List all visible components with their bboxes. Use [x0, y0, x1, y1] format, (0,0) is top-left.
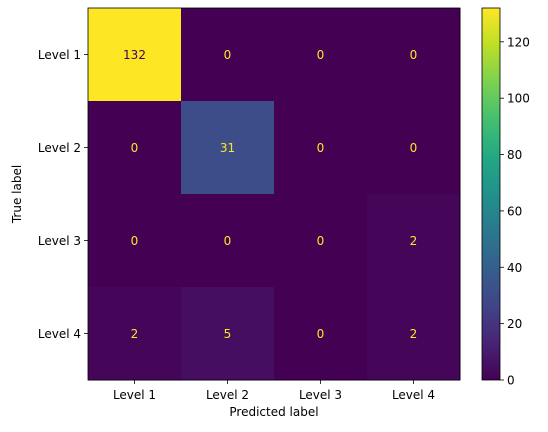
heatmap-cell: [181, 8, 275, 102]
x-tick-label: Level 1: [113, 388, 156, 402]
y-tick-label: Level 4: [38, 327, 81, 341]
cell-value-label: 0: [317, 48, 325, 62]
heatmap-cell: [181, 101, 275, 195]
colorbar-tick-label: 20: [507, 317, 522, 331]
colorbar-tick-label: 120: [507, 35, 530, 49]
x-axis-label: Predicted label: [229, 405, 318, 419]
heatmap-cell: [367, 8, 461, 102]
cell-value-label: 0: [224, 48, 232, 62]
heatmap-cell: [274, 8, 368, 102]
heatmap-cell: [88, 8, 182, 102]
cell-value-label: 0: [317, 141, 325, 155]
cell-value-label: 0: [131, 141, 139, 155]
heatmap-cell: [88, 101, 182, 195]
colorbar-tick-label: 60: [507, 204, 522, 218]
heatmap-cell: [88, 194, 182, 288]
cell-value-labels: 132 0 0 0 0 31 0 0 0 0 0 2 2 5 0 2: [123, 48, 417, 341]
heatmap-cell: [181, 194, 275, 288]
cell-value-label: 0: [317, 327, 325, 341]
x-axis-ticks: Level 1 Level 2 Level 3 Level 4: [113, 380, 435, 402]
y-tick-label: Level 1: [38, 48, 81, 62]
cell-value-label: 132: [123, 48, 146, 62]
cell-value-label: 0: [410, 48, 418, 62]
y-axis-label: True label: [10, 165, 24, 224]
cell-value-label: 5: [224, 327, 232, 341]
y-axis-ticks: Level 1 Level 2 Level 3 Level 4: [38, 48, 88, 341]
cell-value-label: 0: [224, 234, 232, 248]
cell-value-label: 2: [410, 327, 418, 341]
heatmap-cell: [367, 194, 461, 288]
cell-value-label: 2: [131, 327, 139, 341]
cell-value-label: 0: [410, 141, 418, 155]
heatmap-cell: [88, 287, 182, 381]
colorbar-tick-label: 80: [507, 148, 522, 162]
x-tick-label: Level 2: [206, 388, 249, 402]
x-tick-label: Level 4: [392, 388, 435, 402]
colorbar-tick-label: 100: [507, 92, 530, 106]
heatmap-cell: [181, 287, 275, 381]
heatmap-cell: [367, 287, 461, 381]
y-tick-label: Level 2: [38, 141, 81, 155]
cell-value-label: 0: [317, 234, 325, 248]
y-tick-label: Level 3: [38, 234, 81, 248]
plot-frame: [87, 7, 461, 381]
cell-value-label: 2: [410, 234, 418, 248]
colorbar-tick-label: 40: [507, 261, 522, 275]
heatmap-cell: [274, 101, 368, 195]
cell-value-label: 31: [220, 141, 235, 155]
heatmap-cells: [88, 8, 461, 381]
colorbar-ticks: 0 20 40 60 80 100 120: [500, 35, 530, 388]
colorbar-tick-label: 0: [507, 374, 515, 388]
colorbar: [481, 7, 501, 381]
heatmap-cell: [367, 101, 461, 195]
heatmap-cell: [274, 194, 368, 288]
cell-value-label: 0: [131, 234, 139, 248]
heatmap-cell: [274, 287, 368, 381]
x-tick-label: Level 3: [299, 388, 342, 402]
